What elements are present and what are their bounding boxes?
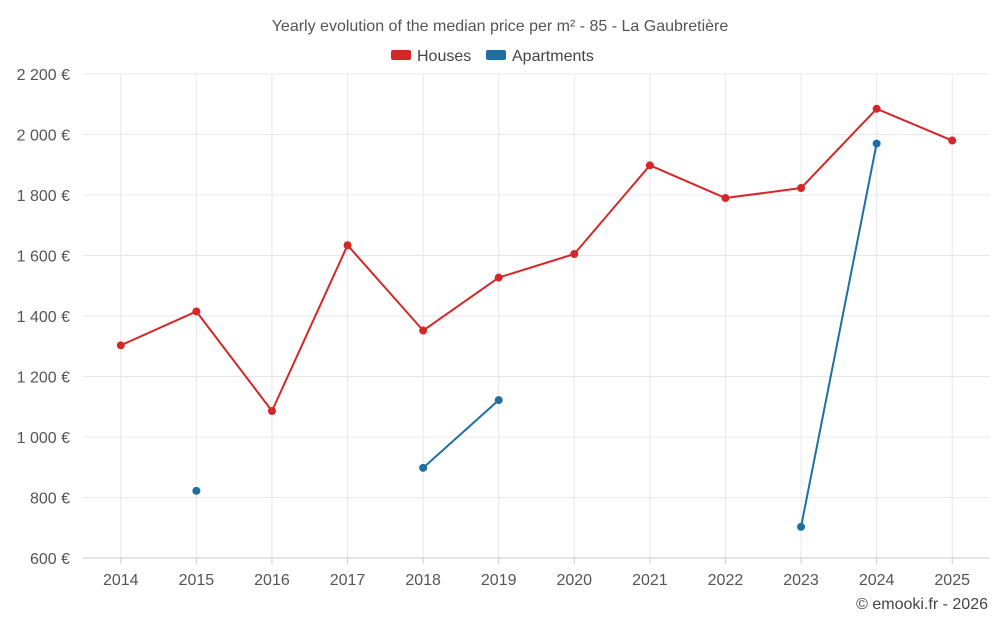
- data-point-apartments: [494, 396, 503, 405]
- x-tick-label: 2017: [330, 572, 366, 589]
- x-tick-label: 2014: [103, 572, 139, 589]
- legend: Houses Apartments: [391, 48, 594, 65]
- legend-swatch-apartments: [486, 50, 506, 60]
- x-tick-label: 2015: [179, 572, 215, 589]
- series-lines: [119, 107, 954, 528]
- x-tick-label: 2019: [481, 572, 517, 589]
- series-line-houses: [119, 107, 954, 412]
- y-tick-label: 1 800 €: [17, 188, 70, 205]
- axes: [83, 557, 990, 564]
- x-tick-label: 2022: [708, 572, 744, 589]
- y-tick-label: 800 €: [30, 491, 70, 508]
- y-tick-label: 1 200 €: [17, 370, 70, 387]
- y-axis-tick-labels: 600 € 800 € 1 000 € 1 200 € 1 400 € 1 600 € 1 …: [17, 67, 70, 568]
- y-tick-label: 2 200 €: [17, 67, 70, 84]
- chart-title: Yearly evolution of the median price per…: [272, 18, 729, 35]
- data-point-apartments: [192, 486, 201, 495]
- y-tick-label: 1 000 €: [17, 430, 70, 447]
- series-points: [116, 104, 957, 531]
- x-tick-label: 2016: [254, 572, 290, 589]
- data-point-houses: [419, 326, 428, 335]
- y-tick-label: 600 €: [30, 551, 70, 568]
- data-point-houses: [192, 307, 201, 316]
- data-point-houses: [267, 406, 276, 415]
- legend-item-houses[interactable]: Houses: [391, 48, 471, 65]
- x-tick-label: 2020: [556, 572, 592, 589]
- y-tick-label: 1 400 €: [17, 309, 70, 326]
- x-axis-tick-labels: 2014 2015 2016 2017 2018 2019 2020 2021 2022 2023…: [103, 572, 970, 589]
- y-tick-label: 2 000 €: [17, 128, 70, 145]
- data-point-houses: [797, 184, 806, 193]
- legend-item-apartments[interactable]: Apartments: [486, 48, 594, 65]
- x-tick-label: 2021: [632, 572, 668, 589]
- data-point-houses: [948, 136, 957, 145]
- x-tick-label: 2024: [859, 572, 895, 589]
- series-line-apartments: [422, 399, 500, 469]
- x-tick-label: 2025: [934, 572, 970, 589]
- data-point-houses: [343, 241, 352, 250]
- series-line-apartments: [800, 142, 878, 528]
- gridlines: [83, 73, 990, 558]
- credit-text: © emooki.fr - 2026: [856, 596, 988, 613]
- data-point-houses: [570, 249, 579, 258]
- data-point-apartments: [797, 522, 806, 531]
- legend-label-houses: Houses: [417, 48, 471, 65]
- x-tick-label: 2023: [783, 572, 819, 589]
- data-point-apartments: [419, 463, 428, 472]
- data-point-houses: [116, 341, 125, 350]
- data-point-houses: [721, 194, 730, 203]
- legend-label-apartments: Apartments: [512, 48, 594, 65]
- data-point-houses: [645, 161, 654, 170]
- data-point-apartments: [872, 139, 881, 148]
- data-point-houses: [494, 273, 503, 282]
- legend-swatch-houses: [391, 50, 411, 60]
- data-point-houses: [872, 104, 881, 113]
- x-tick-label: 2018: [405, 572, 441, 589]
- y-tick-label: 1 600 €: [17, 249, 70, 266]
